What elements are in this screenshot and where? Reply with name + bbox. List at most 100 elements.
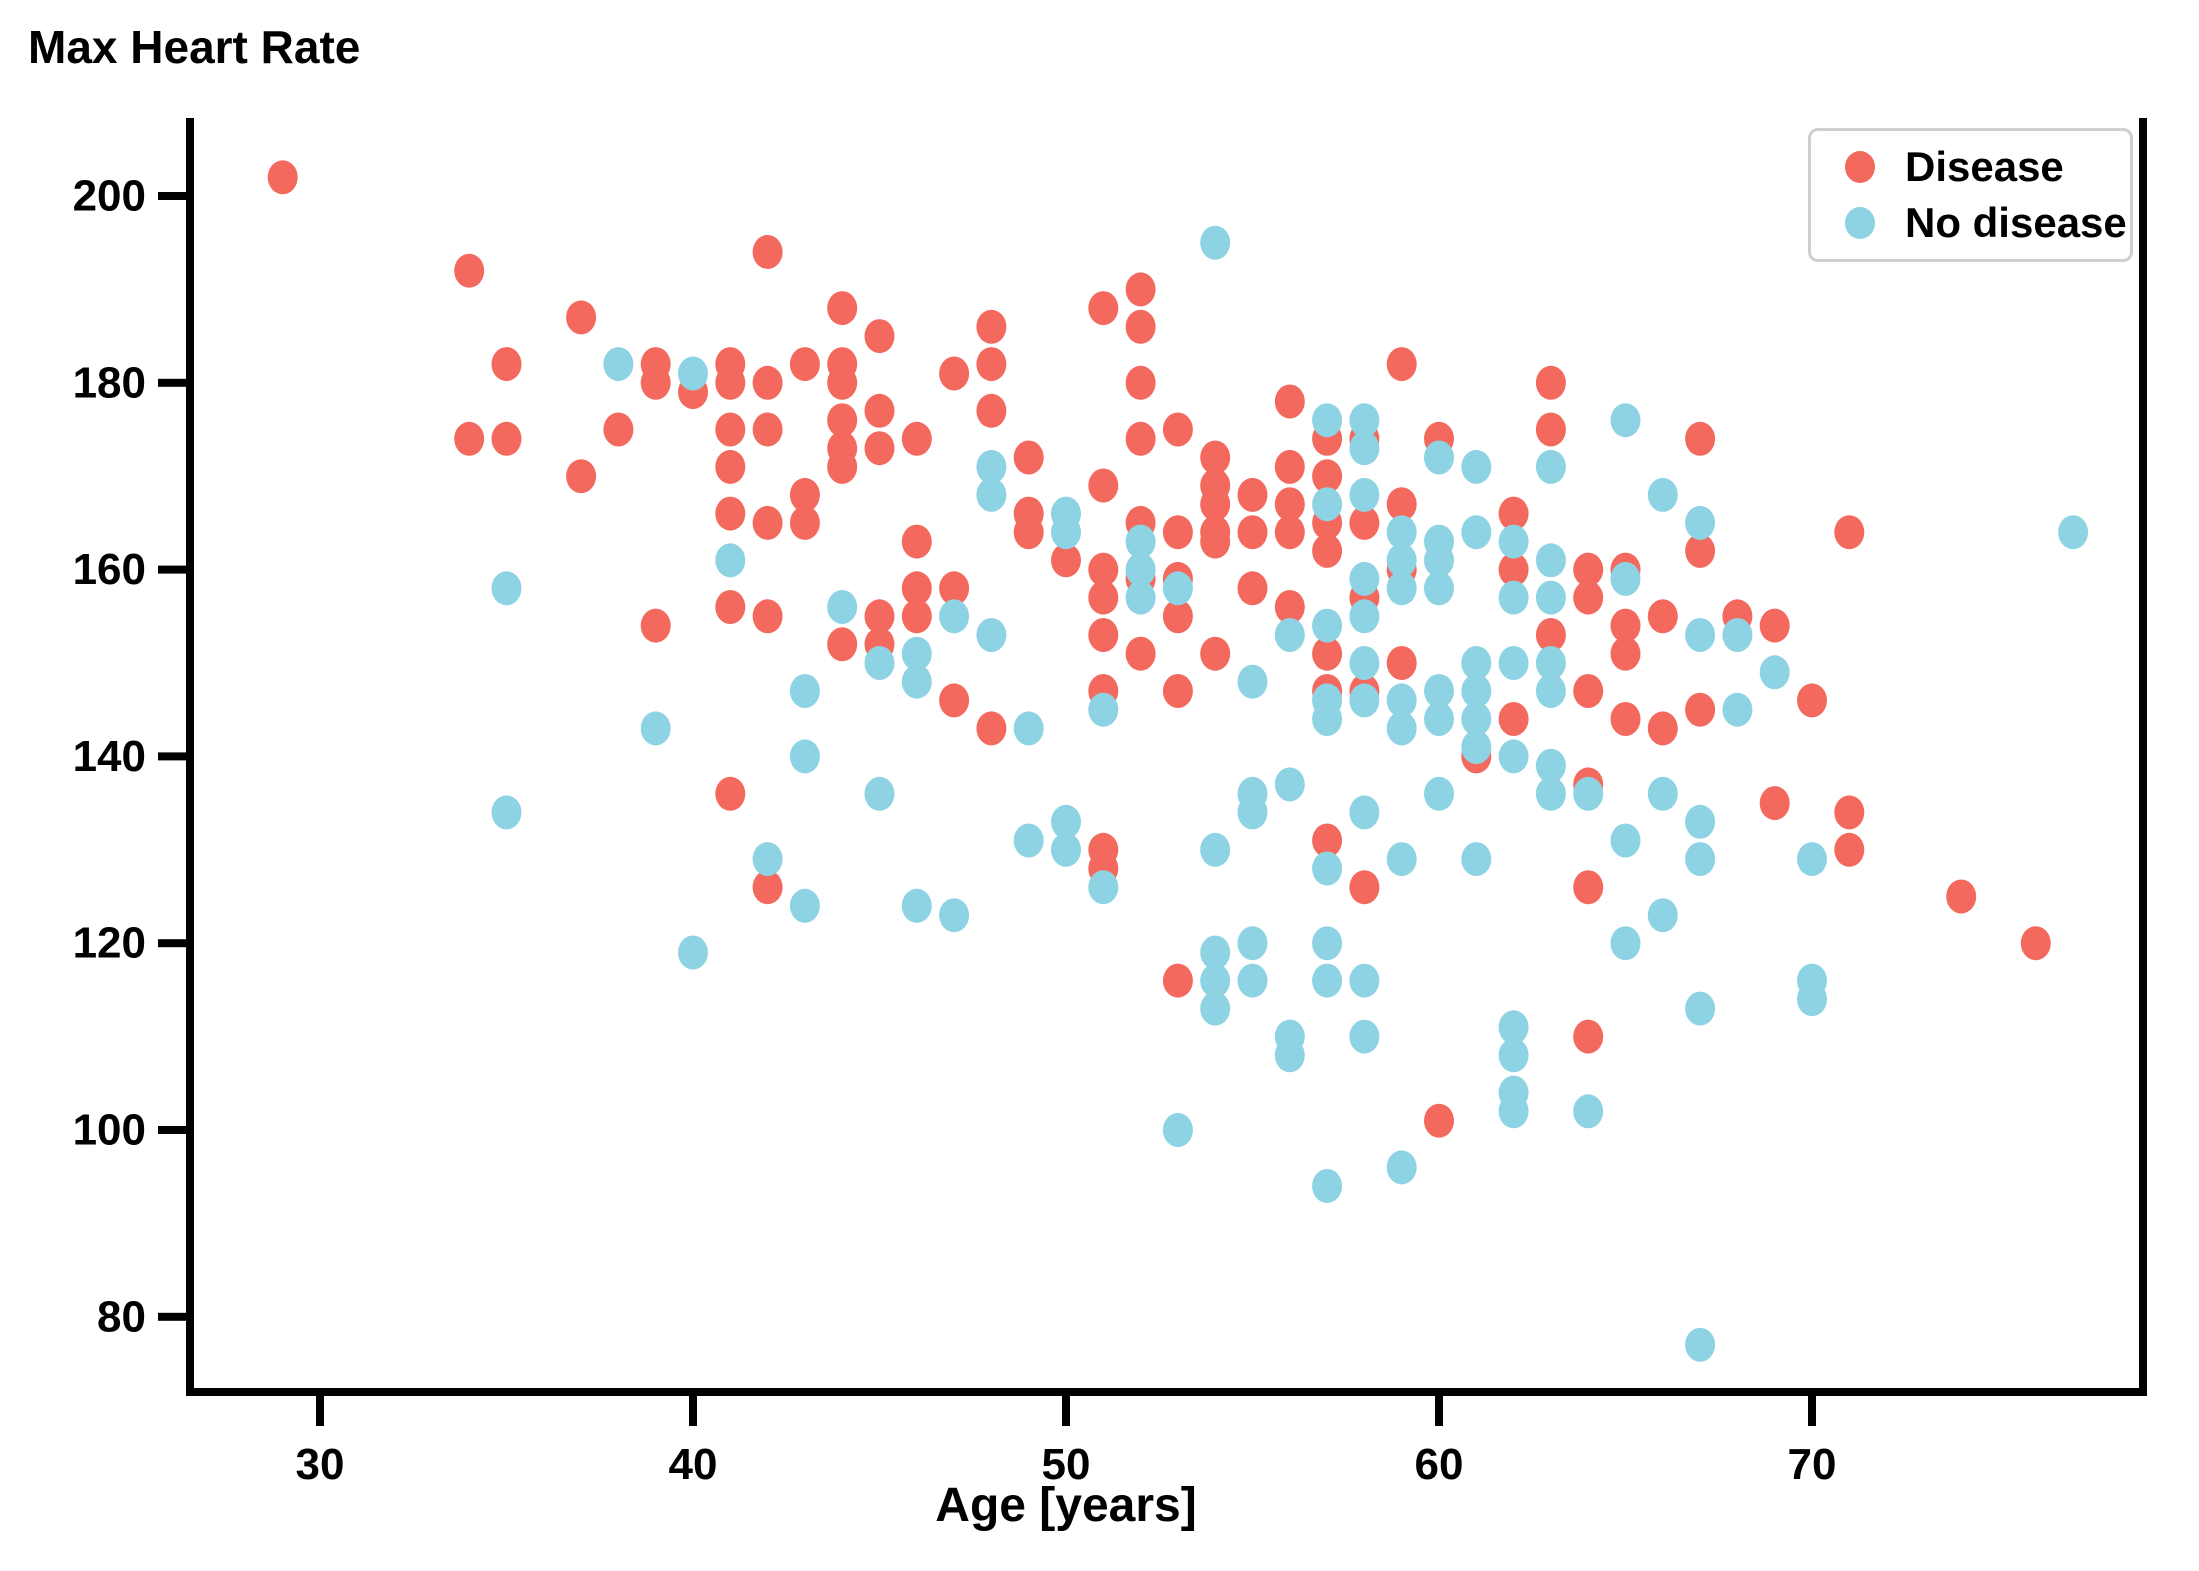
data-point — [1088, 580, 1119, 615]
data-point — [1535, 646, 1566, 680]
data-point — [1498, 496, 1529, 531]
data-point — [1535, 580, 1566, 615]
data-point — [1125, 552, 1156, 587]
data-point — [827, 449, 858, 484]
data-point — [1498, 646, 1529, 680]
data-point — [1162, 571, 1193, 606]
data-point — [566, 300, 597, 335]
data-point — [1610, 561, 1641, 596]
data-point — [976, 347, 1007, 382]
data-point — [1685, 804, 1716, 839]
y-tick-label: 160 — [73, 545, 146, 594]
data-point — [1386, 487, 1417, 522]
data-point — [1274, 487, 1305, 522]
data-point — [1535, 748, 1566, 783]
data-point — [1647, 477, 1678, 512]
data-point — [1685, 842, 1716, 877]
data-point — [1535, 412, 1566, 447]
data-point — [1200, 440, 1231, 475]
data-point — [1610, 608, 1641, 643]
data-point — [1424, 571, 1454, 606]
data-point — [1349, 683, 1380, 718]
data-point — [1685, 991, 1716, 1026]
data-point — [491, 421, 522, 456]
data-point — [1200, 524, 1231, 559]
x-axis-spine — [186, 1388, 2147, 1396]
data-point — [1312, 963, 1343, 998]
y-tick — [158, 378, 190, 387]
data-point — [1013, 711, 1044, 746]
data-point — [789, 347, 820, 382]
data-point — [864, 319, 895, 354]
data-point — [1312, 608, 1343, 643]
data-point — [901, 636, 932, 671]
data-point — [752, 235, 783, 269]
data-point — [1424, 702, 1454, 736]
data-point — [640, 711, 671, 746]
data-point — [491, 347, 522, 382]
data-point — [1535, 365, 1566, 400]
data-point — [939, 356, 970, 391]
data-point — [1685, 618, 1716, 652]
data-point — [1797, 683, 1827, 718]
data-point — [752, 412, 783, 447]
data-point — [827, 627, 858, 662]
data-point — [1722, 692, 1753, 727]
data-point — [1498, 1094, 1529, 1129]
data-point — [827, 590, 858, 624]
data-point — [789, 674, 820, 708]
data-point — [1386, 683, 1417, 718]
data-point — [1535, 618, 1566, 652]
data-point — [1685, 692, 1716, 727]
data-point — [1200, 832, 1231, 867]
data-point — [976, 711, 1007, 746]
data-point — [1461, 674, 1492, 708]
right-spine — [2139, 118, 2147, 1396]
data-point — [1759, 786, 1790, 821]
data-point — [1573, 674, 1604, 708]
data-point — [1312, 487, 1343, 522]
data-point — [1461, 515, 1492, 550]
data-point — [1424, 1103, 1454, 1138]
y-tick — [158, 1126, 190, 1134]
data-point — [976, 477, 1007, 512]
data-point — [1759, 655, 1790, 690]
data-point — [1051, 543, 1081, 578]
data-point — [976, 618, 1007, 652]
data-point — [1461, 449, 1492, 484]
data-point — [1349, 599, 1380, 634]
data-point — [864, 599, 895, 634]
data-point — [1535, 543, 1566, 578]
data-point — [1349, 1019, 1380, 1054]
legend-label-no-disease: No disease — [1905, 199, 2127, 246]
data-point — [1834, 795, 1865, 830]
data-point — [976, 449, 1007, 484]
data-point — [1498, 580, 1529, 615]
data-point — [1051, 832, 1081, 867]
legend-label-disease: Disease — [1905, 143, 2064, 190]
data-point — [1685, 1327, 1716, 1362]
disease-marker-icon — [1845, 151, 1875, 183]
x-tick-label: 70 — [1788, 1440, 1837, 1489]
data-point — [1535, 449, 1566, 484]
data-point — [1125, 580, 1156, 615]
x-tick-label: 40 — [669, 1440, 718, 1489]
data-point — [1424, 776, 1454, 811]
data-point — [1498, 739, 1529, 774]
data-point — [1200, 225, 1231, 260]
x-tick-label: 50 — [1042, 1440, 1091, 1489]
data-point — [827, 365, 858, 400]
x-tick — [316, 1396, 324, 1426]
data-point — [715, 496, 746, 531]
data-point — [976, 309, 1007, 344]
data-point — [1834, 515, 1865, 550]
data-point — [789, 888, 820, 923]
data-point — [1946, 879, 1977, 914]
data-point — [1125, 421, 1156, 456]
data-point — [1274, 1038, 1305, 1073]
legend-item-no-disease: No disease — [1845, 202, 2130, 244]
data-point — [1312, 702, 1343, 736]
data-point — [454, 421, 485, 456]
